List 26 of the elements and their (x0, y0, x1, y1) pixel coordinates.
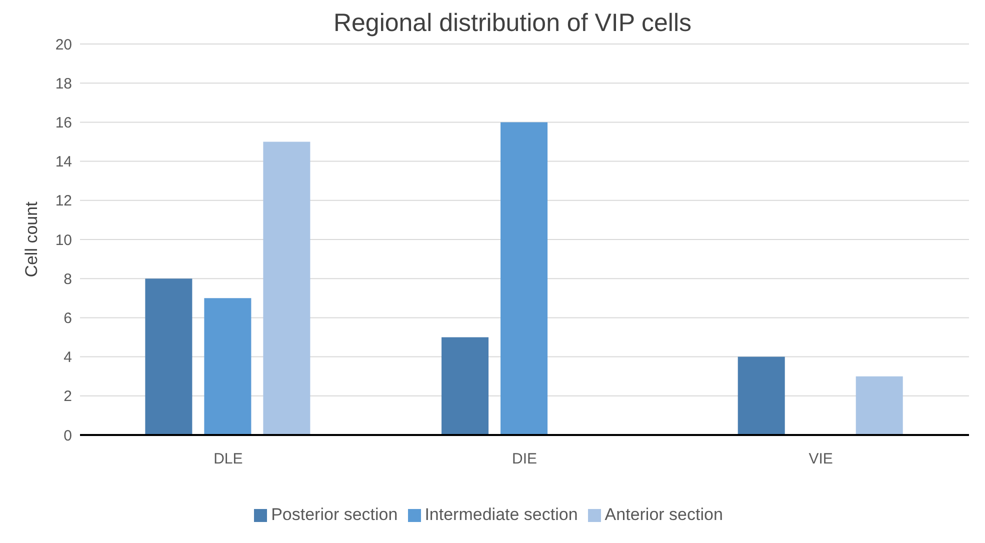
x-tick-label: DIE (512, 450, 538, 468)
bar (204, 298, 252, 435)
y-axis-title: Cell count (22, 201, 42, 278)
y-tick-label: 8 (64, 270, 72, 288)
y-tick-label: 20 (55, 36, 72, 54)
y-tick-label: 10 (55, 232, 72, 249)
y-tick-label: 16 (55, 114, 72, 132)
legend-label: Intermediate section (424, 505, 578, 524)
y-tick-label: 18 (55, 75, 72, 92)
legend-label: Anterior section (604, 505, 723, 524)
legend-label: Posterior section (271, 505, 398, 524)
y-tick-label: 2 (64, 388, 72, 406)
y-tick-label: 6 (64, 310, 72, 328)
bar (738, 356, 785, 435)
bar (145, 278, 192, 435)
y-tick-label: 4 (64, 349, 72, 366)
y-tick-label: 12 (55, 192, 72, 210)
x-tick-label: DLE (214, 450, 243, 468)
y-tick-label: 14 (55, 154, 72, 171)
x-tick-label: VIE (808, 450, 833, 468)
bar (442, 337, 489, 435)
bar (500, 122, 548, 435)
bar (856, 376, 903, 435)
y-tick-label: 0 (64, 427, 72, 444)
chart-title: Regional distribution of VIP cells (332, 8, 693, 38)
bar (263, 142, 310, 435)
